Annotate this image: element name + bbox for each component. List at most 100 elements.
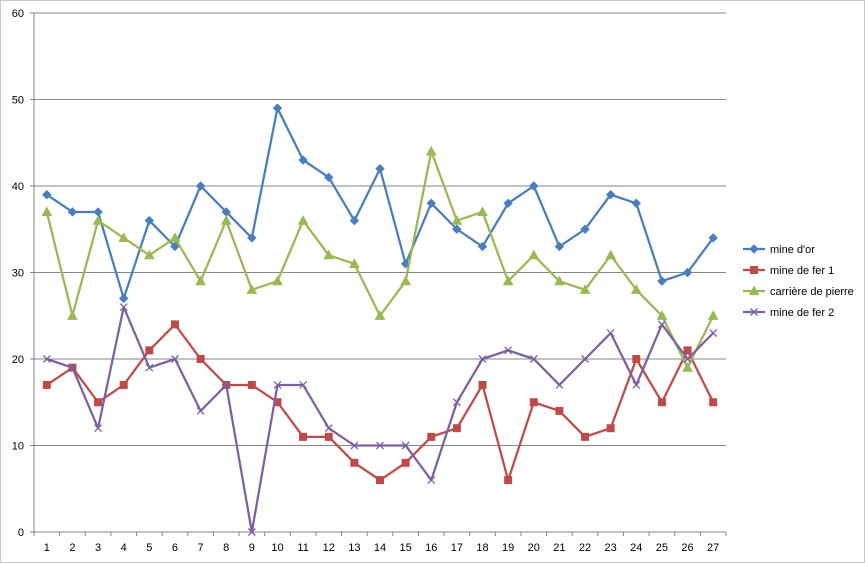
data-point [42, 355, 51, 363]
data-point [605, 249, 617, 260]
data-point [118, 293, 129, 304]
data-point [272, 103, 283, 113]
data-point [145, 346, 154, 355]
data-point [350, 441, 359, 450]
data-point [581, 432, 590, 441]
data-point [682, 267, 693, 278]
data-point [657, 276, 667, 286]
x-tick-label: 18 [476, 542, 488, 554]
data-point [247, 380, 256, 389]
x-tick-label: 1 [44, 542, 50, 554]
y-tick-label: 50 [12, 95, 24, 107]
data-point [299, 380, 308, 389]
data-point [144, 215, 155, 226]
y-tick-label: 40 [12, 181, 24, 193]
data-point [143, 249, 155, 260]
data-point [67, 207, 78, 217]
x-tick-label: 13 [348, 542, 360, 554]
data-point [632, 355, 641, 363]
legend-marker [750, 266, 758, 274]
data-point [247, 528, 256, 536]
data-point [220, 215, 232, 225]
x-tick-label: 12 [323, 542, 335, 554]
data-point [426, 198, 436, 209]
data-point [375, 163, 385, 174]
data-point [683, 355, 692, 363]
x-tick-label: 9 [249, 542, 255, 554]
x-tick-label: 23 [605, 542, 617, 554]
data-point [42, 189, 52, 200]
data-point [632, 380, 641, 389]
x-tick-label: 16 [425, 542, 437, 554]
series-lines [41, 103, 719, 536]
data-point [707, 310, 719, 320]
data-point [67, 310, 78, 320]
data-point [452, 398, 461, 407]
series-1 [42, 103, 718, 304]
y-tick-label: 60 [12, 8, 24, 20]
data-point [401, 441, 410, 450]
data-point [477, 206, 488, 217]
series-line [46, 107, 715, 300]
data-point [196, 406, 205, 415]
data-point [427, 476, 436, 485]
data-point [554, 241, 565, 252]
data-point [452, 224, 462, 234]
grid-lines [34, 12, 726, 446]
data-point [297, 215, 309, 225]
x-tick-label: 25 [656, 542, 668, 554]
data-point [503, 198, 513, 209]
x-tick-label: 2 [69, 542, 75, 554]
data-point [299, 432, 308, 441]
x-tick-label: 27 [707, 542, 719, 554]
x-tick-label: 6 [172, 542, 178, 554]
data-point [657, 398, 666, 407]
y-tick-label: 10 [12, 441, 24, 453]
data-point [605, 189, 616, 200]
data-point [93, 207, 103, 217]
data-point [452, 424, 461, 433]
data-point [119, 380, 128, 389]
data-point [272, 275, 283, 286]
data-point [606, 424, 615, 433]
legend: mine d'or mine de fer 1 carrière de pierre… [743, 244, 854, 319]
y-tick-label: 20 [12, 354, 24, 366]
y-tick-label: 0 [18, 527, 24, 539]
y-tick-label: 30 [12, 268, 24, 280]
x-tick-label: 7 [198, 542, 204, 554]
x-tick-label: 3 [95, 542, 101, 554]
data-point [323, 249, 335, 260]
data-point [170, 241, 180, 252]
data-point [195, 181, 206, 191]
data-point [169, 232, 181, 242]
data-point [68, 363, 77, 372]
data-point [94, 398, 103, 407]
data-point [324, 424, 333, 433]
x-tick-label: 14 [374, 542, 386, 554]
data-point [502, 275, 514, 286]
data-point [709, 329, 718, 338]
x-tick-label: 8 [223, 542, 229, 554]
x-tick-label: 22 [579, 542, 591, 554]
data-point [400, 275, 411, 286]
data-point [324, 432, 333, 441]
legend-label: carrière de pierre [770, 286, 854, 298]
data-point [118, 232, 130, 242]
data-point [425, 145, 437, 156]
x-tick-label: 15 [400, 542, 412, 554]
x-tick-label: 24 [630, 542, 642, 554]
data-point [170, 320, 179, 329]
data-point [555, 406, 564, 415]
data-point [504, 346, 513, 355]
data-point [298, 155, 308, 165]
data-point [247, 233, 257, 243]
data-point [529, 355, 538, 363]
data-point [683, 346, 692, 355]
legend-label: mine de fer 2 [770, 307, 834, 319]
data-point [579, 284, 591, 294]
data-point [246, 284, 258, 294]
data-point [94, 424, 103, 433]
data-point [196, 355, 205, 363]
